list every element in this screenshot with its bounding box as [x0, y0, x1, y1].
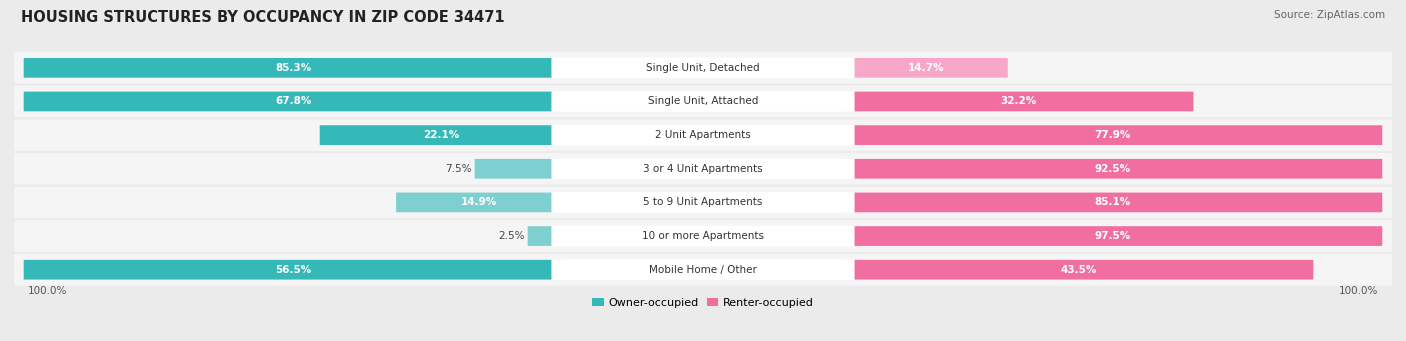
FancyBboxPatch shape: [24, 58, 562, 78]
Text: 2 Unit Apartments: 2 Unit Apartments: [655, 130, 751, 140]
FancyBboxPatch shape: [844, 226, 1382, 246]
FancyBboxPatch shape: [396, 193, 562, 212]
FancyBboxPatch shape: [7, 119, 1399, 151]
FancyBboxPatch shape: [844, 92, 1194, 112]
Text: Single Unit, Detached: Single Unit, Detached: [647, 63, 759, 73]
Text: 85.1%: 85.1%: [1095, 197, 1130, 207]
Text: 5 to 9 Unit Apartments: 5 to 9 Unit Apartments: [644, 197, 762, 207]
Text: 100.0%: 100.0%: [28, 285, 67, 296]
Text: 3 or 4 Unit Apartments: 3 or 4 Unit Apartments: [643, 164, 763, 174]
Text: 100.0%: 100.0%: [1339, 285, 1378, 296]
Text: 22.1%: 22.1%: [423, 130, 460, 140]
FancyBboxPatch shape: [844, 193, 1382, 212]
FancyBboxPatch shape: [7, 86, 1399, 117]
Text: Mobile Home / Other: Mobile Home / Other: [650, 265, 756, 275]
Text: 67.8%: 67.8%: [276, 97, 311, 106]
Text: Source: ZipAtlas.com: Source: ZipAtlas.com: [1274, 10, 1385, 20]
FancyBboxPatch shape: [7, 220, 1399, 252]
Text: 97.5%: 97.5%: [1095, 231, 1130, 241]
Legend: Owner-occupied, Renter-occupied: Owner-occupied, Renter-occupied: [592, 298, 814, 308]
Text: 14.9%: 14.9%: [461, 197, 498, 207]
Text: 10 or more Apartments: 10 or more Apartments: [643, 231, 763, 241]
FancyBboxPatch shape: [844, 159, 1382, 179]
FancyBboxPatch shape: [551, 192, 855, 213]
FancyBboxPatch shape: [551, 226, 855, 247]
Text: 92.5%: 92.5%: [1095, 164, 1130, 174]
Text: 2.5%: 2.5%: [498, 231, 524, 241]
Text: HOUSING STRUCTURES BY OCCUPANCY IN ZIP CODE 34471: HOUSING STRUCTURES BY OCCUPANCY IN ZIP C…: [21, 10, 505, 25]
FancyBboxPatch shape: [844, 260, 1313, 280]
FancyBboxPatch shape: [551, 57, 855, 78]
FancyBboxPatch shape: [24, 92, 562, 112]
FancyBboxPatch shape: [551, 91, 855, 112]
Text: 77.9%: 77.9%: [1095, 130, 1130, 140]
FancyBboxPatch shape: [551, 259, 855, 280]
FancyBboxPatch shape: [551, 125, 855, 146]
FancyBboxPatch shape: [844, 125, 1382, 145]
FancyBboxPatch shape: [7, 52, 1399, 84]
FancyBboxPatch shape: [475, 159, 562, 179]
Text: 56.5%: 56.5%: [276, 265, 311, 275]
FancyBboxPatch shape: [7, 254, 1399, 285]
FancyBboxPatch shape: [24, 260, 562, 280]
Text: 85.3%: 85.3%: [276, 63, 311, 73]
Text: 7.5%: 7.5%: [446, 164, 472, 174]
FancyBboxPatch shape: [7, 187, 1399, 218]
FancyBboxPatch shape: [527, 226, 562, 246]
FancyBboxPatch shape: [7, 153, 1399, 184]
Text: 43.5%: 43.5%: [1060, 265, 1097, 275]
Text: 32.2%: 32.2%: [1000, 97, 1036, 106]
Text: Single Unit, Attached: Single Unit, Attached: [648, 97, 758, 106]
FancyBboxPatch shape: [319, 125, 562, 145]
FancyBboxPatch shape: [844, 58, 1008, 78]
FancyBboxPatch shape: [551, 158, 855, 179]
Text: 14.7%: 14.7%: [907, 63, 943, 73]
